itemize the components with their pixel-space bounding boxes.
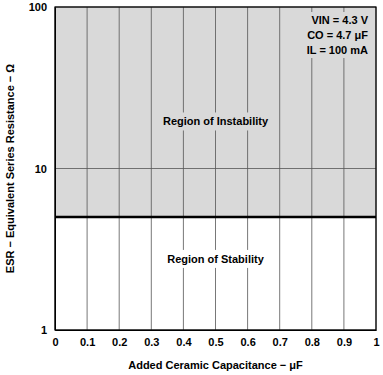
x-tick: 0.5 [208, 330, 223, 348]
y-axis: 1 10 100 [29, 1, 56, 336]
x-tick: 1 [373, 330, 379, 348]
y-tick: 1 [41, 324, 55, 336]
y-tick-label: 10 [35, 163, 47, 175]
x-tick-label: 0 [52, 336, 58, 348]
condition-text: VIN = 4.3 V [311, 14, 368, 26]
x-axis-line [56, 330, 377, 331]
x-tick-label: 0.9 [337, 336, 352, 348]
x-tick: 0.9 [337, 330, 352, 348]
y-tick-label: 1 [41, 324, 47, 336]
x-tick: 0.1 [80, 330, 95, 348]
x-tick-label: 1 [373, 336, 379, 348]
y-tick: 100 [29, 1, 55, 13]
plot-background [55, 7, 376, 330]
x-tick-label: 0.4 [176, 336, 192, 348]
x-tick: 0.7 [273, 330, 288, 348]
region-label: Region of Instability [163, 115, 269, 127]
x-tick: 0.3 [144, 330, 159, 348]
x-tick-label: 0.1 [80, 336, 95, 348]
chart: 0 0.1 0.2 0.3 0.4 0.5 0.6 0.7 0.8 0.9 1 1 10 100 Regio… [0, 0, 383, 375]
region-label: Region of Stability [167, 253, 264, 265]
boundary-line [55, 216, 376, 219]
x-tick: 0.8 [305, 330, 320, 348]
y-axis-title: ESR − Equivalent Series Resistance − Ω [4, 64, 16, 274]
x-tick-label: 0.6 [240, 336, 255, 348]
annotation-group: Region of Instability [155, 112, 277, 130]
x-tick-label: 0.7 [273, 336, 288, 348]
x-tick: 0.4 [176, 330, 192, 348]
x-axis: 0 0.1 0.2 0.3 0.4 0.5 0.6 0.7 0.8 0.9 1 [52, 330, 379, 348]
x-tick: 0.6 [240, 330, 255, 348]
x-tick-label: 0.2 [112, 336, 127, 348]
x-tick-label: 0.5 [208, 336, 223, 348]
grid-line-y [55, 168, 376, 169]
grid [55, 7, 376, 330]
x-tick-label: 0.8 [305, 336, 320, 348]
y-axis-line [55, 8, 56, 331]
condition-text: IL = 100 mA [307, 44, 368, 56]
region-label-background [155, 112, 277, 130]
region-label-background [159, 250, 272, 268]
plot-frame [55, 7, 376, 330]
x-axis-title: Added Ceramic Capacitance − μF [128, 359, 303, 371]
x-tick: 0.2 [112, 330, 127, 348]
x-tick-label: 0.3 [144, 336, 159, 348]
plot: 0 0.1 0.2 0.3 0.4 0.5 0.6 0.7 0.8 0.9 1 1 10 100 Regio… [29, 1, 380, 348]
y-tick-label: 100 [29, 1, 47, 13]
lines [55, 217, 376, 218]
condition-text: CO = 4.7 μF [307, 29, 368, 41]
conditions-background [302, 12, 374, 58]
conditions: VIN = 4.3 V CO = 4.7 μF IL = 100 mA [302, 12, 374, 58]
x-tick: 0 [52, 330, 58, 348]
annotation-group: Region of Stability [159, 250, 272, 268]
y-tick: 10 [35, 163, 55, 175]
